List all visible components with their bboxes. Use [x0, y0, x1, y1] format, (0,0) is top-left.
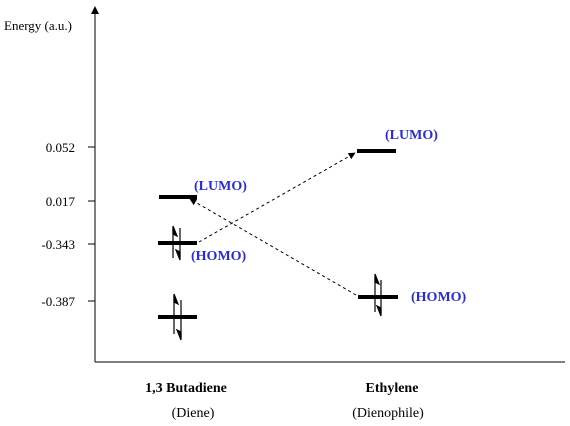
ethylene-name: Ethylene [366, 381, 419, 396]
butadiene-homo-label: (HOMO) [191, 249, 247, 264]
butadiene-homo-electron-pair [172, 225, 181, 261]
ethylene-homo-electron-pair [374, 273, 382, 317]
tick-label-0052: 0.052 [46, 140, 75, 155]
butadiene-lower-electron-pair [173, 293, 182, 341]
butadiene-name: 1,3 Butadiene [145, 381, 227, 396]
homo-butadiene-to-lumo-ethylene-arrow [198, 152, 356, 243]
ethylene-lumo-label: (LUMO) [385, 128, 438, 143]
ethylene-homo-label: (HOMO) [411, 290, 467, 305]
tick-label-minus0387: -0.387 [41, 294, 75, 309]
butadiene-role: (Diene) [172, 406, 215, 421]
tick-label-0017: 0.017 [46, 194, 76, 209]
homo-ethylene-to-lumo-butadiene-arrow [189, 198, 357, 296]
y-axis-label: Energy (a.u.) [4, 18, 72, 33]
butadiene-lumo-label: (LUMO) [194, 179, 247, 194]
ethylene-role: (Dienophile) [352, 406, 424, 421]
tick-label-minus0343: -0.343 [41, 237, 75, 252]
